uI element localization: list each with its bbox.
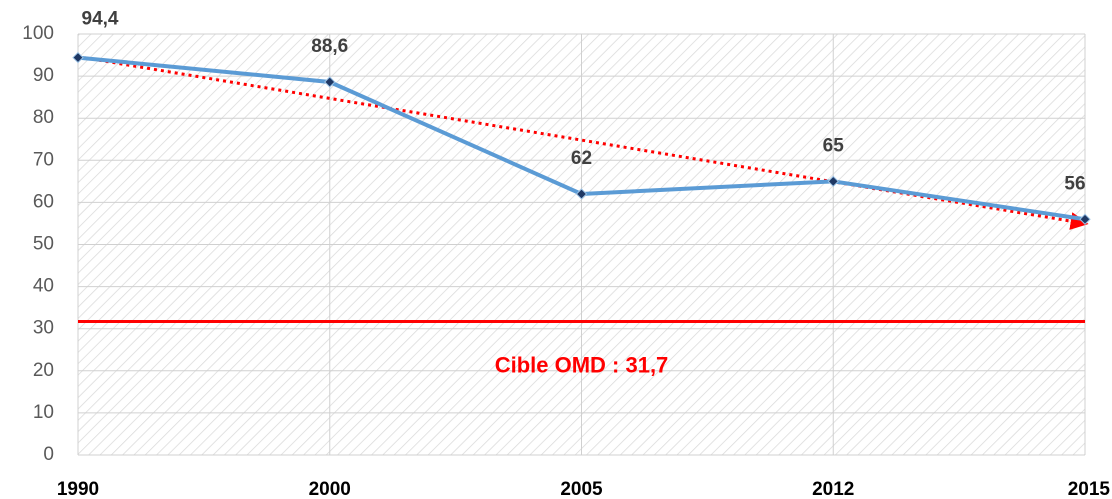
y-tick-label: 50 bbox=[33, 234, 54, 255]
data-point bbox=[575, 188, 588, 200]
target-label: Cible OMD : 31,7 bbox=[495, 352, 669, 377]
data-point bbox=[72, 51, 84, 64]
data-point bbox=[1079, 213, 1091, 225]
data-label: 94,4 bbox=[82, 9, 119, 30]
x-tick-label: 2000 bbox=[309, 479, 351, 499]
trend-line bbox=[77, 55, 1089, 230]
y-tick-label: 60 bbox=[33, 191, 54, 212]
data-point bbox=[827, 175, 839, 188]
x-tick-label: 2015 bbox=[1068, 479, 1111, 499]
data-label: 56 bbox=[1064, 173, 1085, 194]
y-tick-label: 80 bbox=[33, 107, 54, 128]
data-label: 65 bbox=[823, 135, 845, 156]
y-tick-label: 70 bbox=[33, 149, 54, 170]
y-tick-label: 100 bbox=[22, 23, 54, 44]
data-label: 62 bbox=[571, 148, 592, 169]
data-label: 88,6 bbox=[311, 36, 348, 57]
y-tick-label: 20 bbox=[33, 360, 54, 381]
y-tick-label: 0 bbox=[43, 444, 54, 465]
x-tick-label: 2012 bbox=[812, 479, 854, 499]
y-tick-label: 90 bbox=[33, 65, 54, 86]
y-tick-label: 10 bbox=[33, 402, 54, 423]
x-tick-label: 1990 bbox=[57, 479, 99, 499]
data-point bbox=[324, 76, 336, 88]
y-tick-label: 30 bbox=[33, 318, 54, 339]
x-tick-label: 2005 bbox=[560, 479, 603, 499]
y-tick-label: 40 bbox=[33, 276, 54, 297]
